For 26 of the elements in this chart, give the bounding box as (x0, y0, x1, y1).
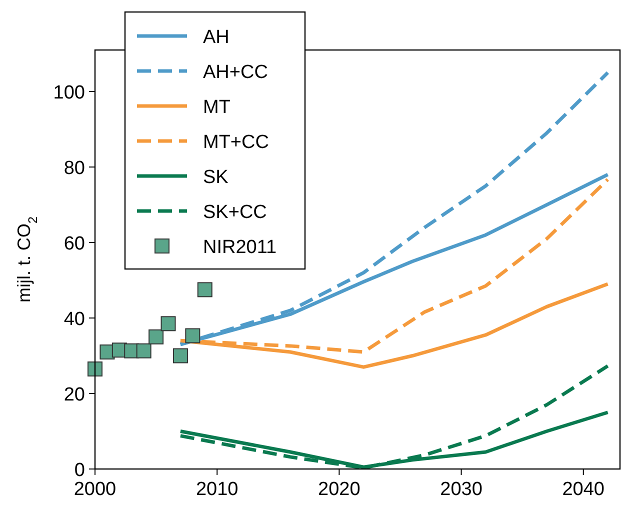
legend-label: MT (203, 97, 231, 118)
x-tick-label: 2000 (74, 479, 116, 500)
line-series (178, 364, 610, 470)
point (136, 343, 152, 358)
point (148, 329, 164, 344)
point (160, 316, 176, 332)
y-tick-label: 80 (64, 158, 85, 180)
legend-label: SK+CC (203, 202, 267, 223)
x-tick-label: 2010 (196, 479, 238, 500)
x-tick-label: 2020 (318, 479, 360, 500)
y-tick-label: 40 (64, 309, 85, 330)
x-tick-label: 2030 (440, 479, 482, 500)
legend-label: SK (203, 167, 229, 188)
point (88, 361, 102, 376)
y-tick-label: 100 (53, 82, 85, 104)
point (172, 348, 188, 364)
legend-label: NIR2011 (203, 237, 277, 258)
legend-label: AH (203, 27, 230, 48)
legend-label: MT+CC (203, 132, 269, 153)
y-tick-label: 60 (64, 234, 85, 255)
legend-label: AH+CC (203, 62, 268, 83)
point (185, 328, 200, 344)
y-tick-label: 20 (64, 384, 85, 406)
y-tick-label: 0 (74, 460, 85, 481)
x-tick-label: 2040 (562, 479, 605, 500)
point (197, 282, 212, 298)
